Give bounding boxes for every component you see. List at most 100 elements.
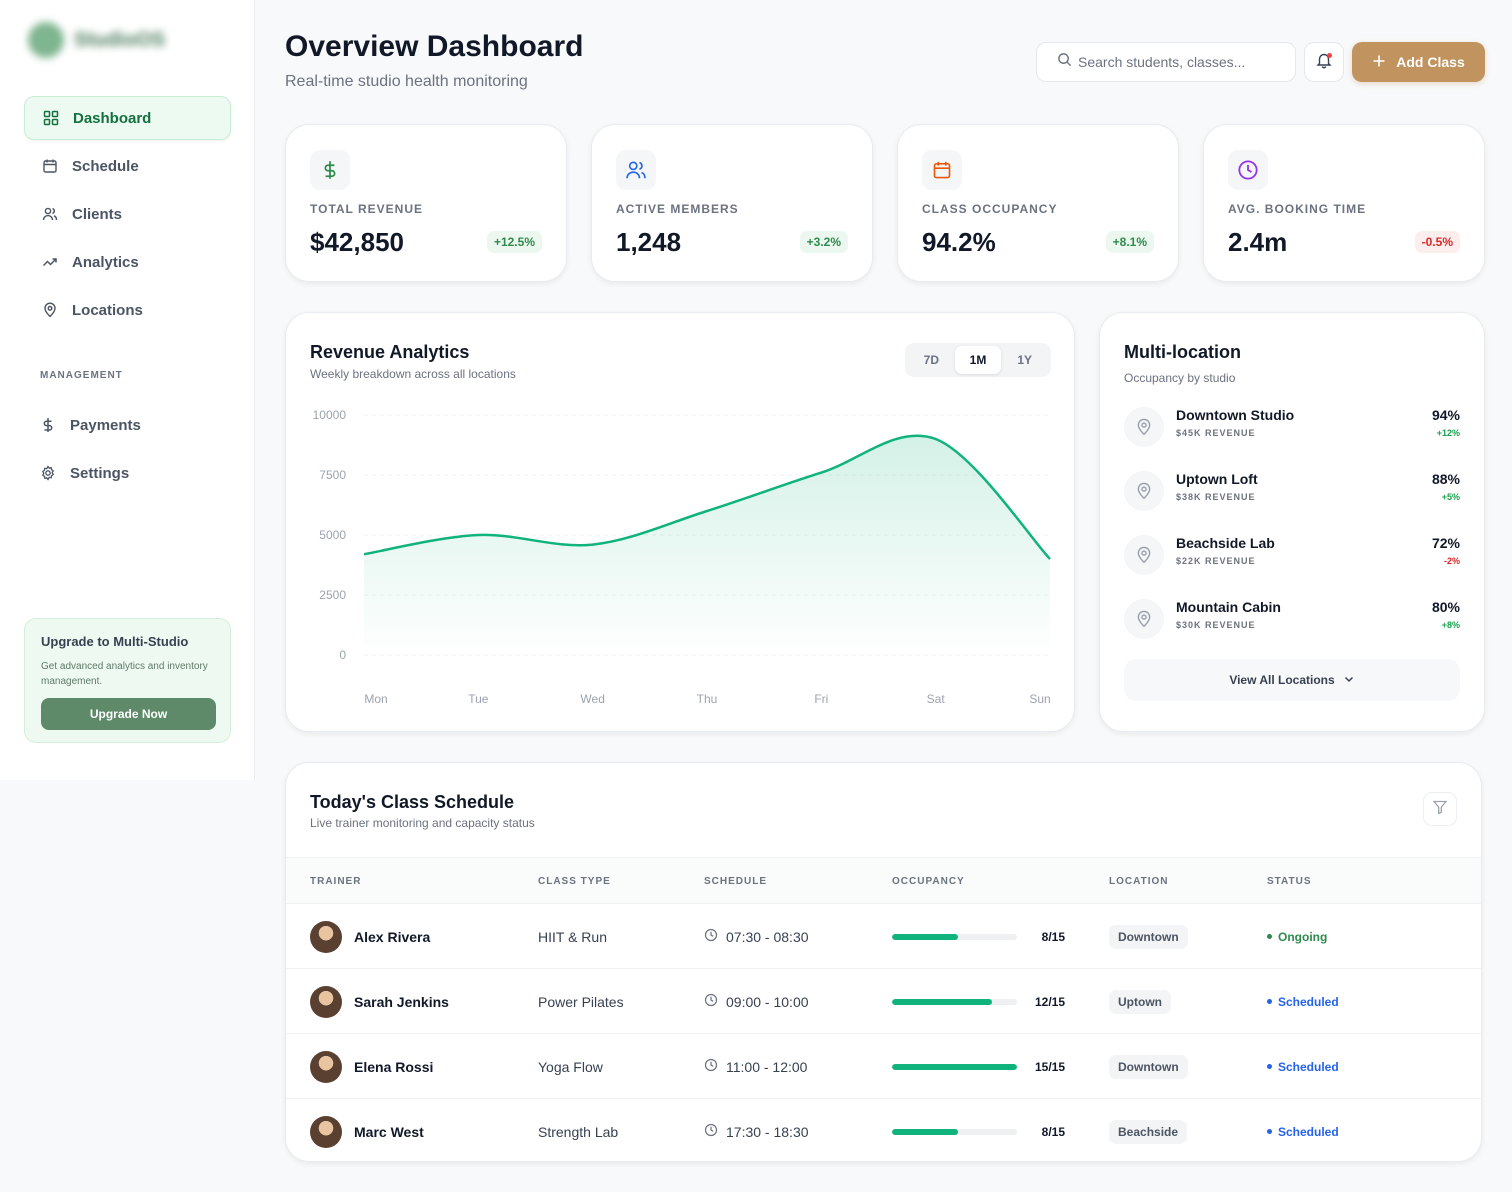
stat-label: AVG. BOOKING TIME — [1228, 202, 1367, 216]
notifications-button[interactable] — [1304, 42, 1344, 82]
location-revenue: $22K REVENUE — [1176, 556, 1256, 566]
class-type: HIIT & Run — [538, 928, 607, 945]
location-badge: Uptown — [1109, 989, 1171, 1014]
occupancy-cell: 8/15 — [892, 1099, 1065, 1161]
location-revenue: $30K REVENUE — [1176, 620, 1256, 630]
sidebar-item-schedule[interactable]: Schedule — [24, 144, 231, 188]
class-type: Yoga Flow — [538, 1058, 603, 1075]
table-row[interactable]: Alex Rivera HIIT & Run 07:30 - 08:30 8/15 Do… — [286, 903, 1481, 968]
y-tick-label: 10000 — [313, 408, 347, 422]
class-type: Strength Lab — [538, 1123, 619, 1140]
location-change: +5% — [1441, 492, 1460, 502]
sidebar-item-clients[interactable]: Clients — [24, 192, 231, 236]
schedule-cell: 11:00 - 12:00 — [704, 1034, 807, 1099]
search-input[interactable] — [1078, 54, 1278, 70]
sidebar-item-locations[interactable]: Locations — [24, 288, 231, 332]
location-occupancy: 72% — [1431, 535, 1460, 551]
pin-icon — [1124, 599, 1164, 639]
occupancy-bar — [892, 933, 1017, 940]
sidebar-item-label: Settings — [70, 464, 130, 482]
brand-logo[interactable]: StudioOS — [28, 22, 165, 58]
upgrade-button[interactable]: Upgrade Now — [41, 698, 216, 730]
page-title: Overview Dashboard — [285, 30, 584, 63]
table-header: TRAINER CLASS TYPE SCHEDULE OCCUPANCY LO… — [286, 857, 1481, 903]
occupancy-count: 12/15 — [1034, 994, 1065, 1009]
sidebar-item-label: Analytics — [72, 253, 139, 271]
status-cell: Scheduled — [1267, 969, 1339, 1034]
clock-icon — [704, 928, 718, 945]
column-header: CLASS TYPE — [538, 876, 611, 887]
stat-delta: +8.1% — [1105, 231, 1154, 253]
logo-mark — [28, 22, 64, 58]
clock-icon — [704, 993, 718, 1010]
occupancy-fill — [892, 1128, 959, 1135]
location-badge: Downtown — [1109, 1054, 1188, 1079]
add-class-button[interactable]: Add Class — [1352, 42, 1485, 82]
avatar — [310, 920, 342, 953]
location-badge: Downtown — [1109, 924, 1188, 949]
stat-delta: -0.5% — [1414, 231, 1460, 253]
filter-button[interactable] — [1423, 792, 1457, 826]
view-all-locations-button[interactable]: View All Locations — [1124, 659, 1460, 701]
class-schedule-card: Today's Class Schedule Live trainer moni… — [285, 762, 1482, 1162]
sidebar-item-dashboard[interactable]: Dashboard — [24, 96, 231, 140]
location-row-downtown[interactable]: Downtown Studio $45K REVENUE 94% +12% — [1124, 407, 1460, 451]
sidebar-item-label: Clients — [72, 205, 123, 223]
status-dot — [1267, 934, 1272, 939]
status-label: Scheduled — [1278, 1059, 1339, 1074]
location-name: Downtown Studio — [1176, 407, 1295, 423]
table-row[interactable]: Sarah Jenkins Power Pilates 09:00 - 10:00 1… — [286, 968, 1481, 1033]
occupancy-cell: 12/15 — [892, 969, 1065, 1034]
location-cell: Downtown — [1109, 904, 1188, 969]
status-badge: Scheduled — [1267, 995, 1339, 1009]
trainer-name: Marc West — [354, 1123, 424, 1140]
pin-icon — [1124, 407, 1164, 447]
upgrade-card: Upgrade to Multi-Studio Get advanced ana… — [24, 618, 231, 743]
stat-card-booking-time: AVG. BOOKING TIME 2.4m -0.5% — [1203, 124, 1485, 282]
sidebar-item-analytics[interactable]: Analytics — [24, 240, 231, 284]
status-cell: Ongoing — [1267, 904, 1327, 969]
status-dot — [1267, 1129, 1272, 1134]
add-class-label: Add Class — [1396, 54, 1465, 70]
revenue-analytics-card: Revenue Analytics Weekly breakdown acros… — [285, 312, 1075, 732]
trend-icon — [42, 254, 58, 270]
range-7d[interactable]: 7D — [923, 353, 939, 367]
range-1m[interactable]: 1M — [954, 346, 1002, 374]
status-cell: Scheduled — [1267, 1034, 1339, 1099]
stat-card-occupancy: CLASS OCCUPANCY 94.2% +8.1% — [897, 124, 1179, 282]
table-row[interactable]: Marc West Strength Lab 17:30 - 18:30 8/15 Be… — [286, 1098, 1481, 1161]
revenue-line — [363, 434, 1051, 560]
occupancy-count: 8/15 — [1041, 929, 1065, 944]
status-label: Scheduled — [1278, 994, 1339, 1009]
status-label: Scheduled — [1278, 1124, 1339, 1139]
location-change: +12% — [1436, 428, 1460, 438]
multi-title: Multi-location — [1124, 342, 1241, 362]
location-occupancy: 80% — [1431, 599, 1460, 615]
trainer-cell: Elena Rossi — [310, 1034, 433, 1099]
location-cell: Uptown — [1109, 969, 1171, 1034]
schedule-cell: 07:30 - 08:30 — [704, 904, 809, 969]
location-change: +8% — [1441, 620, 1460, 630]
occupancy-fill — [892, 1063, 1017, 1070]
search-box[interactable] — [1036, 42, 1296, 82]
range-1y[interactable]: 1Y — [1017, 353, 1033, 367]
location-row-mountain[interactable]: Mountain Cabin $30K REVENUE 80% +8% — [1124, 599, 1460, 643]
status-badge: Scheduled — [1267, 1060, 1339, 1074]
schedule-title: Today's Class Schedule — [310, 792, 515, 812]
location-cell: Beachside — [1109, 1099, 1188, 1161]
location-badge: Beachside — [1109, 1119, 1188, 1144]
table-row[interactable]: Elena Rossi Yoga Flow 11:00 - 12:00 15/15 Do… — [286, 1033, 1481, 1098]
x-tick-label: Sat — [927, 692, 946, 706]
grid-icon — [43, 110, 59, 126]
sidebar-item-payments[interactable]: Payments — [24, 403, 231, 447]
trainer-cell: Sarah Jenkins — [310, 969, 449, 1034]
users-icon — [616, 150, 656, 190]
trainer-cell: Marc West — [310, 1099, 424, 1161]
location-row-beachside[interactable]: Beachside Lab $22K REVENUE 72% -2% — [1124, 535, 1460, 579]
x-tick-label: Tue — [468, 692, 489, 706]
sidebar-item-settings[interactable]: Settings — [24, 451, 231, 495]
x-tick-label: Sun — [1029, 692, 1050, 706]
class-type: Power Pilates — [538, 993, 624, 1010]
location-row-uptown[interactable]: Uptown Loft $38K REVENUE 88% +5% — [1124, 471, 1460, 515]
pin-icon — [1124, 535, 1164, 575]
